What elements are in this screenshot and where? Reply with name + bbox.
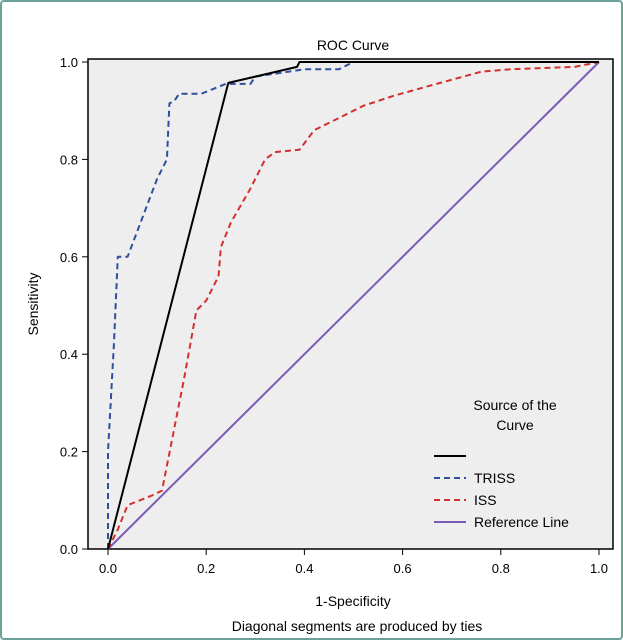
y-axis-label: Sensitivity <box>25 272 41 335</box>
series-layer <box>107 61 600 550</box>
x-tick-label: 0.0 <box>99 561 117 576</box>
legend-title-line-2: Curve <box>496 417 534 433</box>
series-line-unnamed <box>107 61 599 550</box>
x-tick-label: 0.6 <box>394 561 412 576</box>
y-tick-label: 0.0 <box>60 542 78 557</box>
series-line-iss <box>107 61 600 550</box>
x-tick-label: 0.2 <box>197 561 215 576</box>
y-tick-label: 0.6 <box>60 250 78 265</box>
plot-area <box>87 58 614 550</box>
y-tick-label: 0.4 <box>60 347 78 362</box>
y-axis: 0.0 0.2 0.4 0.6 0.8 1.0 <box>60 55 88 557</box>
x-axis-label: 1-Specificity <box>315 593 390 609</box>
footnote: Diagonal segments are produced by ties <box>232 618 483 634</box>
chart-title: ROC Curve <box>317 37 390 53</box>
x-tick-label: 0.4 <box>295 561 313 576</box>
y-tick-label: 0.8 <box>60 152 78 167</box>
y-tick-label: 0.2 <box>60 445 78 460</box>
legend-label: ISS <box>474 492 497 508</box>
x-tick-label: 0.8 <box>492 561 510 576</box>
x-tick-label: 1.0 <box>590 561 608 576</box>
legend-title-line-1: Source of the <box>473 397 556 413</box>
legend-label: TRISS <box>474 470 515 486</box>
legend: Source of the Curve TRISS ISS Reference Li… <box>434 397 569 530</box>
series-line-reference-line <box>107 61 600 550</box>
x-axis: 0.0 0.2 0.4 0.6 0.8 1.0 <box>99 549 608 576</box>
legend-label: Reference Line <box>474 514 569 530</box>
y-tick-label: 1.0 <box>60 55 78 70</box>
series-line-triss <box>107 61 599 549</box>
